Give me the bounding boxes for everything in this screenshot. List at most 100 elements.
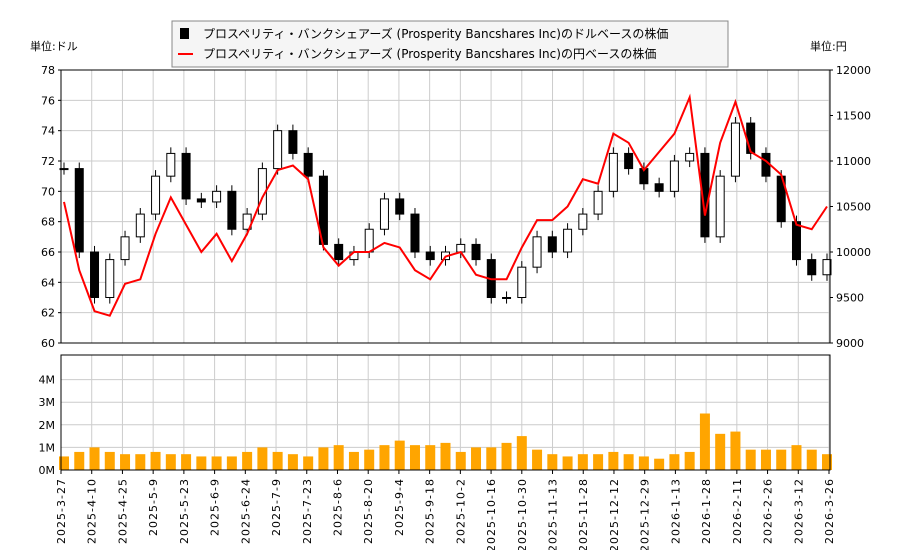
y-tick-label-left: 64 bbox=[41, 276, 55, 289]
left-unit-label: 単位:ドル bbox=[30, 39, 78, 53]
candle-body bbox=[151, 175, 161, 215]
y-tick-label-right: 11500 bbox=[836, 110, 871, 123]
right-unit-label: 単位:円 bbox=[810, 39, 847, 53]
x-tick-label: 2026-3-12 bbox=[792, 478, 805, 544]
candle-body bbox=[227, 190, 237, 230]
volume-bar bbox=[318, 447, 329, 470]
y-tick-label-left: 62 bbox=[41, 307, 55, 320]
volume-bar bbox=[196, 456, 207, 470]
volume-bar bbox=[364, 449, 375, 470]
volume-bar bbox=[348, 451, 359, 470]
volume-bar bbox=[593, 454, 604, 470]
volume-bar bbox=[150, 451, 161, 470]
volume-bar bbox=[471, 447, 482, 470]
volume-bar bbox=[455, 451, 466, 470]
volume-bar bbox=[257, 447, 268, 470]
x-tick-label: 2025-9-4 bbox=[393, 478, 406, 536]
x-tick-label: 2025-4-25 bbox=[116, 478, 129, 544]
volume-bar bbox=[226, 456, 237, 470]
volume-bar bbox=[745, 449, 756, 470]
y-tick-label-volume: 3M bbox=[39, 396, 56, 409]
candle-body bbox=[90, 251, 100, 298]
x-tick-label: 2025-3-27 bbox=[55, 478, 68, 544]
x-tick-label: 2025-11-13 bbox=[547, 478, 560, 550]
candle-body bbox=[120, 236, 130, 261]
candle-body bbox=[395, 198, 405, 215]
volume-bar bbox=[577, 454, 588, 470]
volume-bar bbox=[135, 454, 146, 470]
y-tick-label-left: 66 bbox=[41, 246, 55, 259]
x-tick-label: 2025-12-29 bbox=[639, 478, 652, 550]
x-tick-label: 2025-6-24 bbox=[239, 478, 252, 544]
candle-body bbox=[74, 168, 84, 253]
y-tick-label-right: 9000 bbox=[836, 337, 864, 350]
y-tick-label-volume: 0M bbox=[39, 464, 56, 477]
volume-bar bbox=[776, 449, 787, 470]
candle-body bbox=[105, 259, 115, 299]
volume-bar bbox=[791, 445, 802, 470]
candle-body bbox=[608, 152, 618, 192]
candle-body bbox=[181, 152, 191, 200]
volume-bar bbox=[303, 456, 314, 470]
volume-bar bbox=[806, 449, 817, 470]
x-tick-label: 2026-2-11 bbox=[731, 478, 744, 544]
x-tick-label: 2025-10-16 bbox=[485, 478, 498, 550]
candle-body bbox=[196, 198, 206, 203]
volume-bar bbox=[699, 413, 710, 470]
x-tick-label: 2026-2-26 bbox=[762, 478, 775, 544]
volume-bar bbox=[425, 445, 436, 470]
x-tick-label: 2026-1-28 bbox=[700, 478, 713, 544]
volume-bar bbox=[333, 445, 344, 470]
candle-body bbox=[379, 198, 389, 230]
x-tick-label: 2025-6-9 bbox=[209, 478, 222, 536]
candle-body bbox=[532, 236, 542, 268]
candle-body bbox=[273, 130, 283, 170]
volume-bar bbox=[562, 456, 573, 470]
candle-body bbox=[715, 175, 725, 238]
candle-body bbox=[730, 122, 740, 177]
y-tick-label-left: 70 bbox=[41, 185, 55, 198]
volume-bar bbox=[89, 447, 100, 470]
candle-body bbox=[578, 213, 588, 230]
volume-bar bbox=[623, 454, 634, 470]
volume-bar bbox=[440, 442, 451, 470]
candle-body bbox=[822, 259, 832, 276]
y-tick-label-volume: 1M bbox=[39, 441, 56, 454]
y-tick-label-right: 10000 bbox=[836, 246, 871, 259]
volume-bar bbox=[547, 454, 558, 470]
volume-bar bbox=[532, 449, 543, 470]
candle-body bbox=[288, 130, 298, 154]
volume-bar bbox=[501, 442, 512, 470]
volume-bar bbox=[638, 456, 649, 470]
candle-body bbox=[791, 221, 801, 261]
y-tick-label-left: 72 bbox=[41, 155, 55, 168]
x-tick-label: 2025-7-9 bbox=[270, 478, 283, 536]
volume-bar bbox=[654, 458, 665, 470]
volume-bar bbox=[59, 456, 69, 470]
volume-bar bbox=[120, 454, 131, 470]
y-tick-label-left: 60 bbox=[41, 337, 55, 350]
candle-body bbox=[242, 213, 252, 230]
candle-body bbox=[593, 190, 603, 215]
x-tick-label: 2026-3-26 bbox=[823, 478, 836, 544]
legend-box bbox=[171, 20, 729, 68]
volume-bar bbox=[104, 451, 115, 470]
x-tick-label: 2025-7-23 bbox=[301, 478, 314, 544]
volume-bar bbox=[409, 445, 420, 470]
axis-ticks: 2025-3-27 2025-4-10 2025-4-25 2025-5-9 2025-… bbox=[39, 64, 872, 550]
candle-body bbox=[471, 243, 481, 261]
volume-bar bbox=[211, 456, 222, 470]
volume-bar bbox=[715, 433, 726, 470]
volume-bar bbox=[822, 454, 832, 470]
volume-bar bbox=[181, 454, 192, 470]
x-tick-label: 2025-4-10 bbox=[86, 478, 99, 544]
y-tick-label-left: 78 bbox=[41, 64, 55, 77]
x-tick-label: 2026-1-13 bbox=[669, 478, 682, 544]
volume-bar bbox=[516, 436, 527, 470]
legend-label-jpy: プロスペリティ・バンクシェアーズ (Prosperity Bancshares … bbox=[203, 46, 656, 61]
volume-bar bbox=[730, 431, 741, 470]
volume-bar bbox=[272, 451, 283, 470]
x-tick-label: 2025-10-30 bbox=[516, 478, 529, 550]
candle-body bbox=[624, 152, 634, 170]
candle-body bbox=[669, 160, 679, 192]
